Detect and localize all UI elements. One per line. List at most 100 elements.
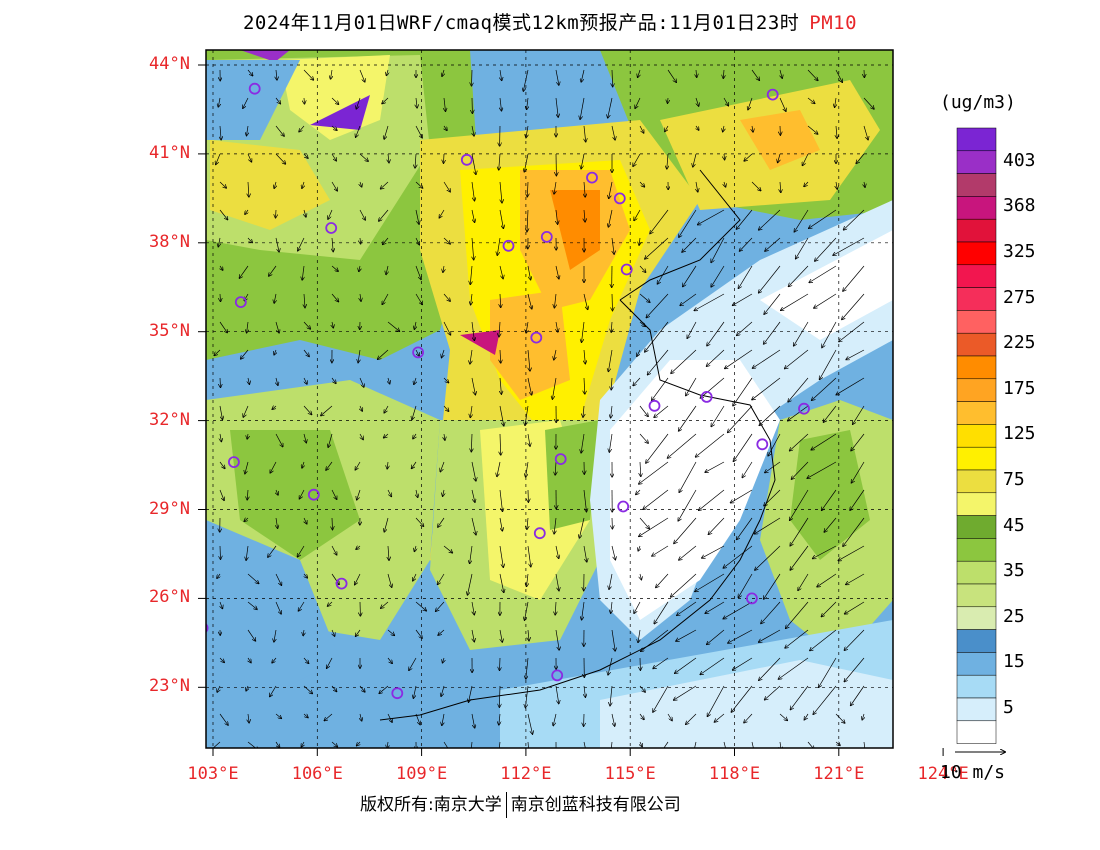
wind-arrow — [768, 433, 781, 456]
wind-arrow — [639, 713, 644, 720]
wind-arrow — [220, 377, 221, 387]
wind-arrow — [733, 433, 753, 461]
wind-arrow — [243, 405, 249, 417]
colorbar-swatch — [956, 287, 997, 311]
wind-arrow — [707, 685, 725, 716]
wind-arrow — [470, 405, 472, 418]
colorbar-swatch — [956, 355, 997, 380]
wind-arrow — [500, 349, 501, 363]
wind-arrow — [725, 349, 753, 369]
pollution-field-orange-ne — [740, 110, 820, 170]
wind-arrow — [584, 181, 585, 197]
wind-arrow — [639, 461, 669, 484]
wind-arrow — [714, 713, 725, 722]
wind-arrow — [711, 237, 725, 263]
wind-arrow — [359, 685, 365, 692]
wind-arrow — [499, 153, 500, 170]
wind-arrow — [711, 405, 725, 427]
wind-arrow — [836, 181, 837, 189]
pollution-field-sea-south-pale — [600, 660, 893, 748]
wind-arrow — [786, 601, 809, 628]
wind-arrow — [525, 601, 529, 620]
wind-arrow — [219, 657, 224, 662]
wind-arrow — [611, 601, 612, 613]
wind-arrow — [413, 433, 416, 439]
wind-arrow — [807, 97, 815, 103]
wind-arrow — [580, 97, 585, 119]
wind-arrow — [744, 153, 753, 161]
wind-arrow — [527, 377, 532, 395]
wind-arrow — [744, 713, 753, 723]
wind-arrow — [835, 69, 842, 82]
wind-arrow — [439, 209, 445, 218]
wind-arrow — [556, 321, 558, 332]
wind-arrow — [554, 349, 556, 360]
wind-arrow — [302, 265, 304, 280]
wind-arrow — [634, 209, 641, 221]
wind-arrow — [680, 293, 697, 306]
wind-arrow — [276, 209, 277, 218]
wind-arrow — [812, 377, 837, 400]
wind-arrow — [581, 153, 585, 169]
wind-arrow — [216, 153, 221, 165]
wind-arrow — [500, 97, 502, 111]
wind-arrow — [247, 489, 248, 500]
wind-arrow — [693, 153, 697, 167]
colorbar-label: 403 — [1003, 149, 1036, 171]
wind-arrow — [359, 377, 364, 387]
wind-arrow — [844, 657, 865, 682]
wind-arrow — [821, 601, 837, 617]
wind-arrow — [247, 69, 253, 76]
wind-arrow — [328, 601, 333, 606]
wind-arrow — [498, 741, 501, 748]
wind-arrow — [813, 545, 837, 559]
wind-arrow — [442, 349, 445, 358]
wind-arrow — [244, 518, 249, 521]
wind-arrow — [384, 433, 389, 438]
wind-arrow — [695, 573, 725, 592]
wind-arrow — [384, 125, 389, 139]
wind-arrow — [864, 181, 865, 187]
wind-arrow — [472, 601, 474, 615]
wind-arrow — [817, 573, 837, 587]
pollution-hotspot-top — [240, 50, 290, 62]
colorbar-label: 75 — [1003, 469, 1025, 490]
wind-arrow — [246, 545, 248, 560]
wind-arrow — [272, 406, 277, 409]
wind-arrow — [668, 97, 669, 103]
wind-arrow — [636, 489, 641, 495]
wind-arrow — [843, 265, 865, 291]
wind-arrow — [499, 489, 503, 511]
wind-arrow — [275, 125, 284, 136]
wind-arrow — [414, 321, 416, 329]
wind-arrow — [527, 181, 528, 197]
wind-arrow — [472, 237, 474, 260]
wind-arrow — [220, 265, 223, 270]
wind-arrow — [554, 517, 556, 534]
city-marker — [307, 488, 320, 501]
wind-arrow — [527, 293, 532, 309]
wind-arrow — [219, 405, 223, 420]
city-marker — [613, 192, 626, 205]
wind-arrow — [707, 349, 725, 366]
wind-arrow — [609, 573, 613, 589]
wind-arrow — [328, 433, 333, 447]
wind-arrow — [499, 265, 503, 279]
wind-arrow — [388, 545, 389, 560]
colorbar-swatch — [956, 310, 997, 334]
wind-arrow — [608, 657, 613, 675]
wind-arrow — [554, 181, 556, 194]
wind-arrow — [611, 405, 612, 418]
wind-arrow — [700, 377, 725, 398]
wind-arrow — [332, 237, 333, 252]
wind-arrow — [723, 69, 724, 78]
wind-arrow — [611, 125, 615, 140]
lon-label: 103°E — [187, 764, 239, 784]
wind-arrow — [378, 349, 389, 359]
wind-arrow — [674, 685, 697, 700]
wind-arrow — [443, 321, 451, 335]
wind-arrow — [415, 125, 422, 138]
wind-arrow — [555, 69, 559, 85]
wind-arrow — [272, 657, 277, 663]
wind-arrow — [705, 601, 725, 613]
